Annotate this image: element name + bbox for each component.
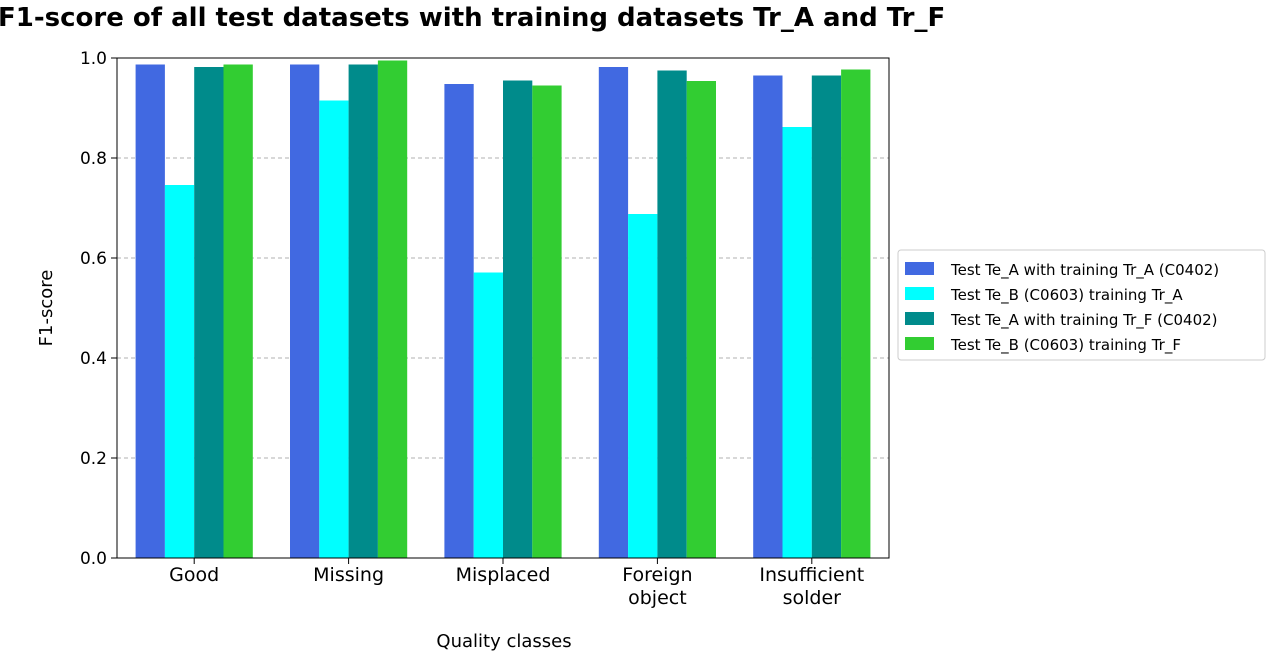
legend-entry: Test Te_B (C0603) training Tr_F (950, 336, 1181, 355)
x-tick-label: solder (783, 587, 842, 609)
bar (841, 69, 871, 558)
bar (753, 75, 783, 558)
x-tick-label: object (628, 587, 687, 609)
bar (686, 81, 716, 558)
bar (473, 272, 503, 558)
bar (444, 84, 474, 558)
bar (503, 80, 533, 558)
bar (598, 67, 629, 558)
bars (135, 60, 871, 558)
bar (348, 64, 378, 558)
y-tick-label: 0.0 (80, 549, 107, 569)
bar (377, 60, 408, 558)
bar (290, 64, 320, 558)
legend-entry: Test Te_A with training Tr_A (C0402) (950, 261, 1219, 280)
x-tick-label: Foreign (622, 564, 692, 586)
bar (532, 85, 562, 558)
bar (319, 100, 349, 558)
bar (628, 214, 658, 558)
legend-swatch (905, 262, 934, 275)
bar (811, 75, 842, 558)
bar (782, 127, 812, 558)
legend-entry: Test Te_B (C0603) training Tr_A (950, 286, 1183, 305)
legend-swatch (905, 287, 934, 300)
chart-title: F1-score of all test datasets with train… (0, 3, 945, 33)
x-tick-label: Good (169, 564, 219, 586)
legend: Test Te_A with training Tr_A (C0402) Test… (897, 249, 1266, 361)
y-tick-label: 0.4 (80, 349, 107, 369)
bar (164, 185, 195, 558)
bar (223, 64, 253, 558)
y-axis-ticks: 0.0 0.2 0.4 0.6 0.8 1.0 (80, 49, 117, 569)
y-tick-label: 0.8 (80, 149, 107, 169)
x-tick-label: Insufficient (759, 564, 864, 586)
legend-entry: Test Te_A with training Tr_F (C0402) (950, 311, 1218, 330)
legend-box (897, 249, 1266, 361)
y-axis-label: F1-score (36, 270, 57, 347)
x-tick-label: Misplaced (456, 564, 551, 586)
legend-swatch (905, 337, 934, 350)
legend-swatch (905, 312, 934, 325)
y-tick-label: 1.0 (80, 49, 107, 69)
y-tick-label: 0.6 (80, 249, 107, 269)
bar (657, 70, 687, 558)
bar (194, 67, 224, 558)
bar (135, 64, 165, 558)
x-axis-label: Quality classes (436, 631, 571, 651)
x-tick-label: Missing (313, 564, 384, 586)
y-tick-label: 0.2 (80, 449, 107, 469)
